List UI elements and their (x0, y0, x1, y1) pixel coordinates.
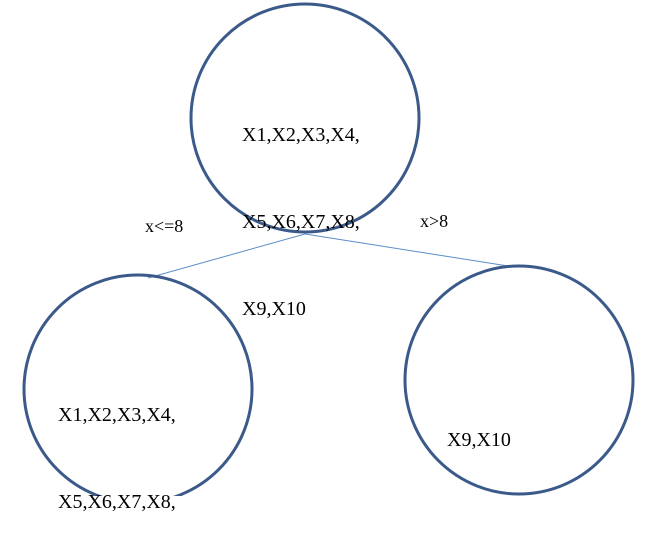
edge-root-to-right (304, 233, 509, 267)
root-node-line: X5,X6,X7,X8, (242, 211, 360, 233)
left-node-label: X1,X2,X3,X4, X5,X6,X7,X8, (58, 343, 176, 546)
root-node-circle (189, 2, 421, 234)
root-node-label: X1,X2,X3,X4, X5,X6,X7,X8, X9,X10 (242, 63, 360, 353)
right-node-line: X9,X10 (447, 429, 511, 451)
root-node-line: X9,X10 (242, 298, 306, 320)
edge-label-left: x<=8 (145, 216, 184, 236)
tree-diagram (22, 2, 635, 496)
left-node-line: X5,X6,X7,X8, (58, 491, 176, 513)
edge-root-to-left (147, 233, 306, 279)
root-node-line: X1,X2,X3,X4, (242, 124, 360, 146)
right-node-circle (403, 264, 635, 496)
right-node-label: X9,X10 (447, 368, 511, 484)
left-node-line: X1,X2,X3,X4, (58, 404, 176, 426)
left-node-circle (22, 273, 254, 496)
edge-label-right: x>8 (420, 211, 449, 231)
